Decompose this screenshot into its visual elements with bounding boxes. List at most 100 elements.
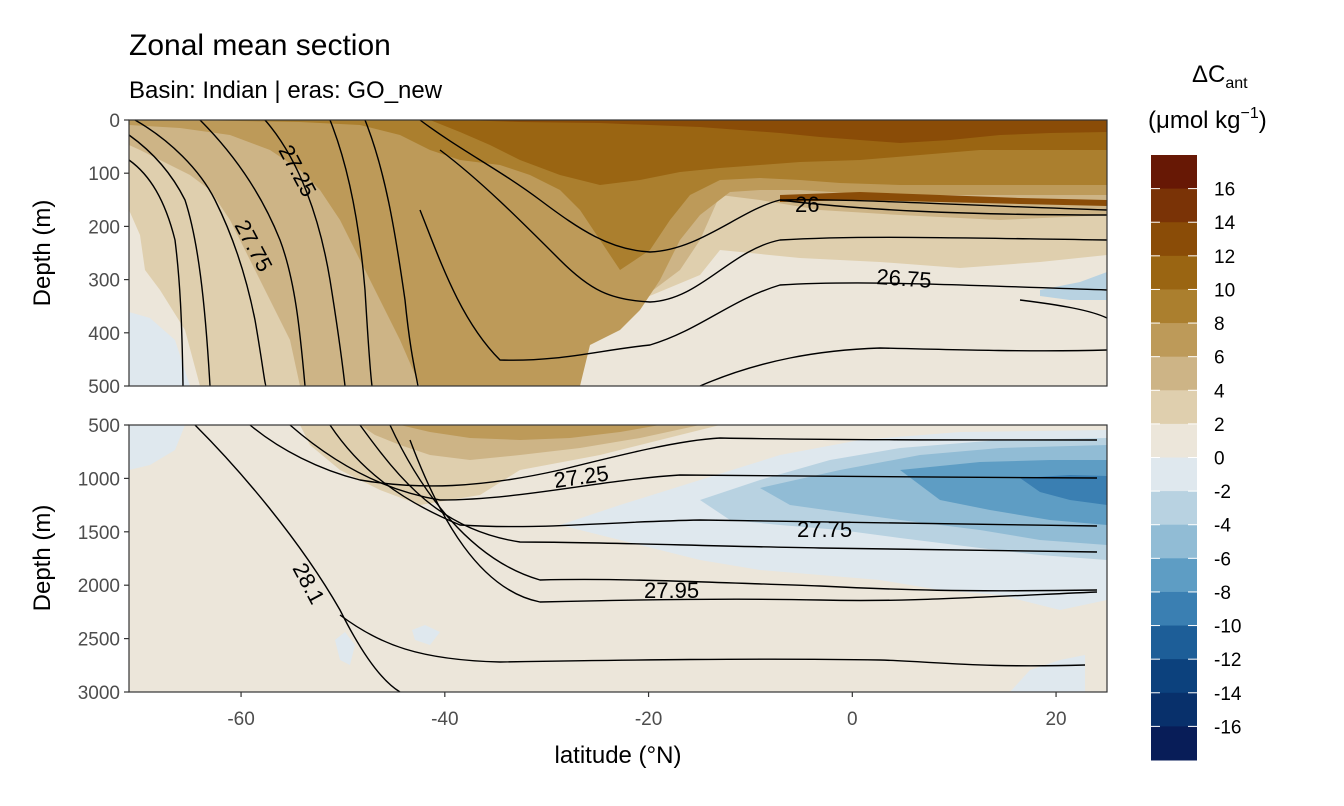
legend-tick-label: -6 [1214,549,1231,570]
upper-subsurface-band [780,192,1107,206]
lower-negative-left [129,425,185,470]
lower-negative-core-dark [1020,475,1107,505]
contour-line [264,119,346,387]
upper-negative-patch [1040,272,1107,300]
y-tick-label: 100 [88,164,120,185]
legend-tick-label: 0 [1214,449,1225,470]
contour-label: 27.75 [797,517,852,542]
y-axis-title-upper: Depth (m) [29,200,56,307]
contour-line [339,614,1086,667]
axes-layer: 010020030040050050010001500200025003000-… [78,111,1067,730]
contour-line [409,439,1098,603]
legend-tick-label: 4 [1214,381,1225,402]
legend-tick-label: 6 [1214,348,1225,369]
y-tick-label: 1000 [78,469,120,490]
lower-negative-spot [335,632,355,665]
x-tick-label: 0 [847,709,858,730]
legend-unit-prefix: (μmol kg [1148,107,1241,134]
legend-tick-label: -10 [1214,617,1241,638]
contour-line [128,134,211,387]
contour-label: 26 [795,192,819,217]
legend-color-swatch [1151,524,1197,559]
legend-tick-label: 8 [1214,314,1225,335]
legend-tick-label: -14 [1214,684,1242,705]
y-tick-label: 500 [88,416,120,437]
lower-negative-bottom [1010,655,1085,692]
legend-unit: (μmol kg−1) [1148,105,1267,134]
contour-line [329,119,373,387]
contour-label: 27.95 [644,578,699,603]
legend-tick-label: -2 [1214,482,1231,503]
contour-line [364,119,419,387]
y-tick-label: 0 [109,111,120,132]
legend-colorbar: 16 14 12 10 8 6 4 2 0 -2 -4 -6 -8 -10 -12 -14 -16 [1151,155,1242,761]
legend-color-swatch [1151,491,1197,526]
legend-tick-label: -4 [1214,516,1231,537]
legend-color-swatch [1151,390,1197,425]
legend-title-sub: ant [1225,75,1248,92]
upper-contours [128,119,1108,387]
contour-line [128,159,184,387]
contour-line [1019,299,1108,319]
legend-color-swatch [1151,289,1197,324]
x-tick-label: -20 [635,709,662,730]
legend-color-swatch [1151,423,1197,458]
contour-line [199,119,306,387]
legend-tick-label: 2 [1214,415,1225,436]
contour-line [389,424,1098,592]
legend-tick-label: -12 [1214,650,1241,671]
legend-tick-label: 12 [1214,247,1235,268]
x-tick-label: -40 [431,709,458,730]
legend-tick-label: -16 [1214,717,1241,738]
legend-color-swatch [1151,726,1197,761]
legend-tick-label: 14 [1214,213,1236,234]
y-tick-label: 2000 [78,576,120,597]
y-tick-label: 500 [88,377,120,398]
legend-tick-label: -8 [1214,583,1231,604]
legend: ΔCant (μmol kg−1) 16 14 12 10 8 6 4 2 0 -2 -4 -6 -8 -… [1148,61,1267,761]
y-tick-label: 300 [88,271,120,292]
legend-color-swatch [1151,255,1197,290]
x-axis-title: latitude (°N) [555,742,682,769]
chart-subtitle: Basin: Indian | eras: GO_new [129,77,443,104]
contour-line [329,424,1098,528]
chart-title: Zonal mean section [129,29,391,62]
legend-color-swatch [1151,692,1197,727]
legend-title-main: ΔC [1192,61,1225,88]
lower-panel: 27.25 27.75 27.95 28.1 [128,424,1108,693]
y-tick-label: 1500 [78,523,120,544]
y-axis-title-lower: Depth (m) [29,505,56,612]
legend-tick-label: 16 [1214,180,1235,201]
legend-color-swatch [1151,457,1197,492]
contour-line [249,424,1098,487]
contour-line [439,149,1108,303]
contour-line [419,209,1108,361]
y-tick-label: 400 [88,324,120,345]
legend-color-swatch [1151,155,1197,190]
legend-color-swatch [1151,558,1197,593]
x-tick-label: -60 [227,709,254,730]
x-tick-label: 20 [1045,709,1066,730]
y-tick-label: 3000 [78,683,120,704]
upper-panel: 27.25 27.75 26 26.75 [128,119,1108,387]
legend-color-swatch [1151,222,1197,257]
legend-color-swatch [1151,591,1197,627]
contour-line [779,199,1108,216]
contour-line [134,119,267,387]
contour-line [359,424,1098,553]
legend-color-swatch [1151,625,1197,660]
legend-title: ΔCant [1192,61,1248,92]
contour-label: 26.75 [876,264,933,293]
legend-color-swatch [1151,323,1197,358]
legend-color-swatch [1151,356,1197,391]
contour-line [194,424,401,693]
y-tick-label: 2500 [78,630,120,651]
upper-panel-frame [128,119,1108,387]
lower-band-6-8 [400,425,660,440]
y-tick-label: 200 [88,217,120,238]
legend-color-swatch [1151,659,1197,694]
contour-line [289,424,1098,501]
contour-line [699,347,1108,387]
lower-contours [194,424,1098,693]
